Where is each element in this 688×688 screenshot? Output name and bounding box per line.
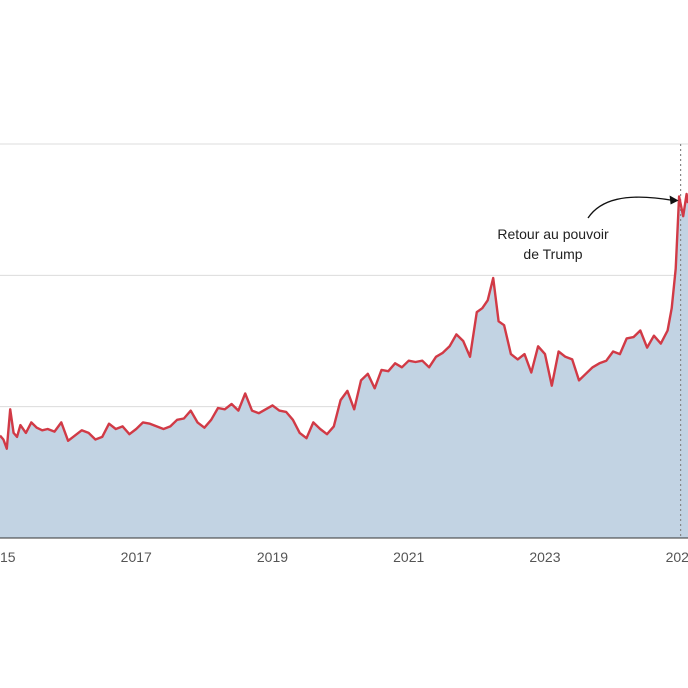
annotation: Retour au pouvoir de Trump (497, 195, 679, 262)
annotation-arrow (587, 196, 674, 219)
x-tick-label-2023: 2023 (529, 549, 560, 565)
x-tick-label-2025: 2025 (666, 549, 688, 565)
annotation-arrowhead (669, 195, 679, 205)
area-fill (0, 193, 688, 538)
x-tick-label-2015: 2015 (0, 549, 16, 565)
annotation-text-line-1: Retour au pouvoir (497, 226, 609, 242)
gridlines (0, 143, 688, 408)
x-tick-label-2021: 2021 (393, 549, 424, 565)
annotation-text-line-2: de Trump (523, 246, 582, 262)
x-tick-label-2017: 2017 (121, 549, 152, 565)
x-axis-ticks: 2015 2017 2019 2021 2023 2025 (0, 549, 688, 565)
series-line (0, 192, 688, 450)
x-tick-label-2019: 2019 (257, 549, 288, 565)
